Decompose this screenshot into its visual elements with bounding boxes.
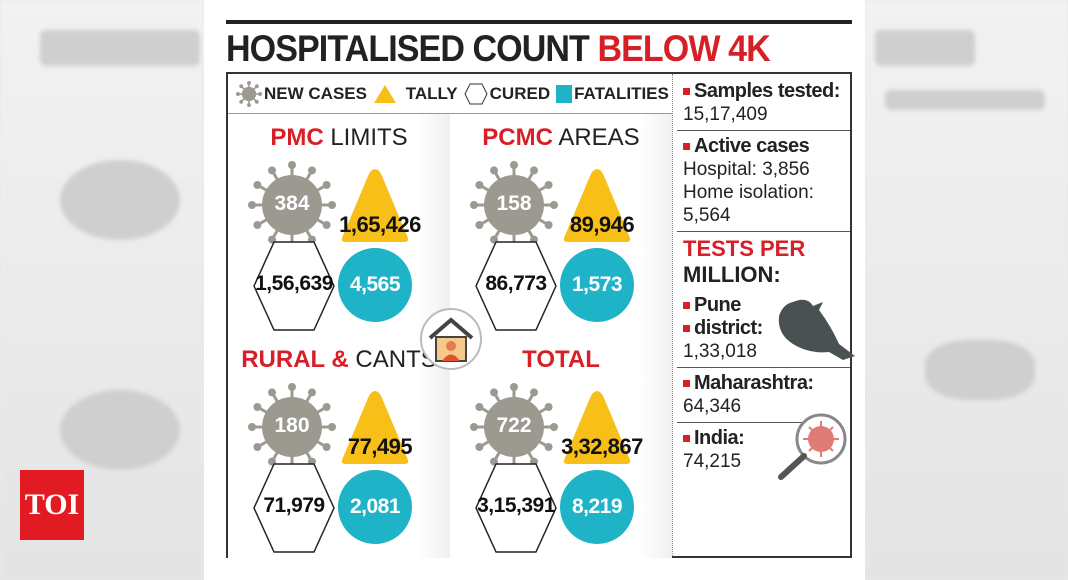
hexagon-icon <box>253 463 335 553</box>
legend-cured: CURED <box>464 82 550 106</box>
samples-label: Samples tested: <box>683 80 850 103</box>
tally-value: 1,65,426 <box>339 212 421 237</box>
infographic: HOSPITALISED COUNT BELOW 4K NEW CASES TA… <box>204 0 865 580</box>
tally-value: 3,32,867 <box>561 434 643 459</box>
virus-icon <box>470 161 558 249</box>
cured-value: 3,15,391 <box>477 494 555 517</box>
new-cases-value: 384 <box>274 192 310 215</box>
logo-text: TOI <box>24 488 80 521</box>
hospital-value: Hospital: 3,856 <box>683 159 810 180</box>
fatalities-value: 2,081 <box>338 470 412 544</box>
quadrant-heading: RURAL & CANTS <box>241 346 437 373</box>
maha-value: 64,346 <box>683 396 742 417</box>
pune-label: Pune <box>683 294 850 317</box>
pune-value: 1,33,018 <box>683 341 757 362</box>
fatalities-value: 8,219 <box>560 470 634 544</box>
tally-value: 89,946 <box>569 212 635 237</box>
pune-map-icon <box>778 299 855 360</box>
hexagon-icon <box>464 83 488 104</box>
maha-label: Maharashtra: <box>683 372 850 395</box>
legend-tally: TALLY <box>373 84 458 104</box>
active-label: Active cases <box>683 135 850 158</box>
quadrant-heading: TOTAL <box>522 346 600 373</box>
pune-label-2: district: <box>683 317 850 340</box>
infographic-title: HOSPITALISED COUNT BELOW 4K <box>226 28 771 69</box>
quadrant-heading: PCMC AREAS <box>482 124 640 151</box>
magnifier-virus-icon <box>778 413 847 480</box>
quadrant-pmc: PMC LIMITS 384 1,65,426 1,56,639 4,565 <box>228 114 450 336</box>
triangle-icon <box>373 84 396 103</box>
virus-icon <box>248 161 336 249</box>
top-rule <box>226 20 852 24</box>
stats-column: Samples tested: 15,17,409 Active cases H… <box>672 74 855 556</box>
new-cases-value: 722 <box>496 414 532 437</box>
new-cases-value: 158 <box>496 192 532 215</box>
legend: NEW CASES TALLY CURED FATALITIES <box>228 74 672 114</box>
cured-value: 71,979 <box>263 494 325 517</box>
legend-new-cases: NEW CASES <box>236 80 367 107</box>
hexagon-icon <box>253 241 335 331</box>
tpm-heading-2: MILLION: <box>683 262 781 287</box>
quadrant-total: TOTAL 722 3,32,867 3,15,391 8,219 <box>450 336 672 558</box>
blurred-background-right <box>865 0 1068 580</box>
legend-fatalities: FATALITIES <box>556 84 669 104</box>
new-cases-value: 180 <box>274 414 310 437</box>
hexagon-icon <box>475 241 557 331</box>
quadrant-pcmc: PCMC AREAS 158 89,946 86,773 1,573 <box>450 114 672 336</box>
triangle-icon <box>341 169 409 242</box>
toi-logo: TOI <box>20 470 84 540</box>
samples-value: 15,17,409 <box>683 104 768 125</box>
tally-value: 77,495 <box>347 434 413 459</box>
quadrant-rural: RURAL & CANTS 180 77,495 71,979 2,081 <box>228 336 450 558</box>
home-value: 5,564 <box>683 205 731 226</box>
home-isolation-icon <box>420 308 482 370</box>
fatalities-value: 1,573 <box>560 248 634 322</box>
quadrant-heading: PMC LIMITS <box>270 124 408 151</box>
home-label: Home isolation: <box>683 182 814 203</box>
india-label: India: <box>683 427 850 450</box>
cured-value: 1,56,639 <box>255 272 333 295</box>
triangle-icon <box>341 391 409 464</box>
hexagon-icon <box>475 463 557 553</box>
fatalities-value: 4,565 <box>338 248 412 322</box>
cured-value: 86,773 <box>485 272 547 295</box>
triangle-icon <box>563 169 631 242</box>
triangle-icon <box>563 391 631 464</box>
virus-icon <box>236 80 262 107</box>
india-value: 74,215 <box>683 451 742 472</box>
square-icon <box>556 84 573 103</box>
content-box: NEW CASES TALLY CURED FATALITIES PMC LIM… <box>226 72 855 558</box>
tpm-heading: TESTS PER <box>683 236 806 261</box>
